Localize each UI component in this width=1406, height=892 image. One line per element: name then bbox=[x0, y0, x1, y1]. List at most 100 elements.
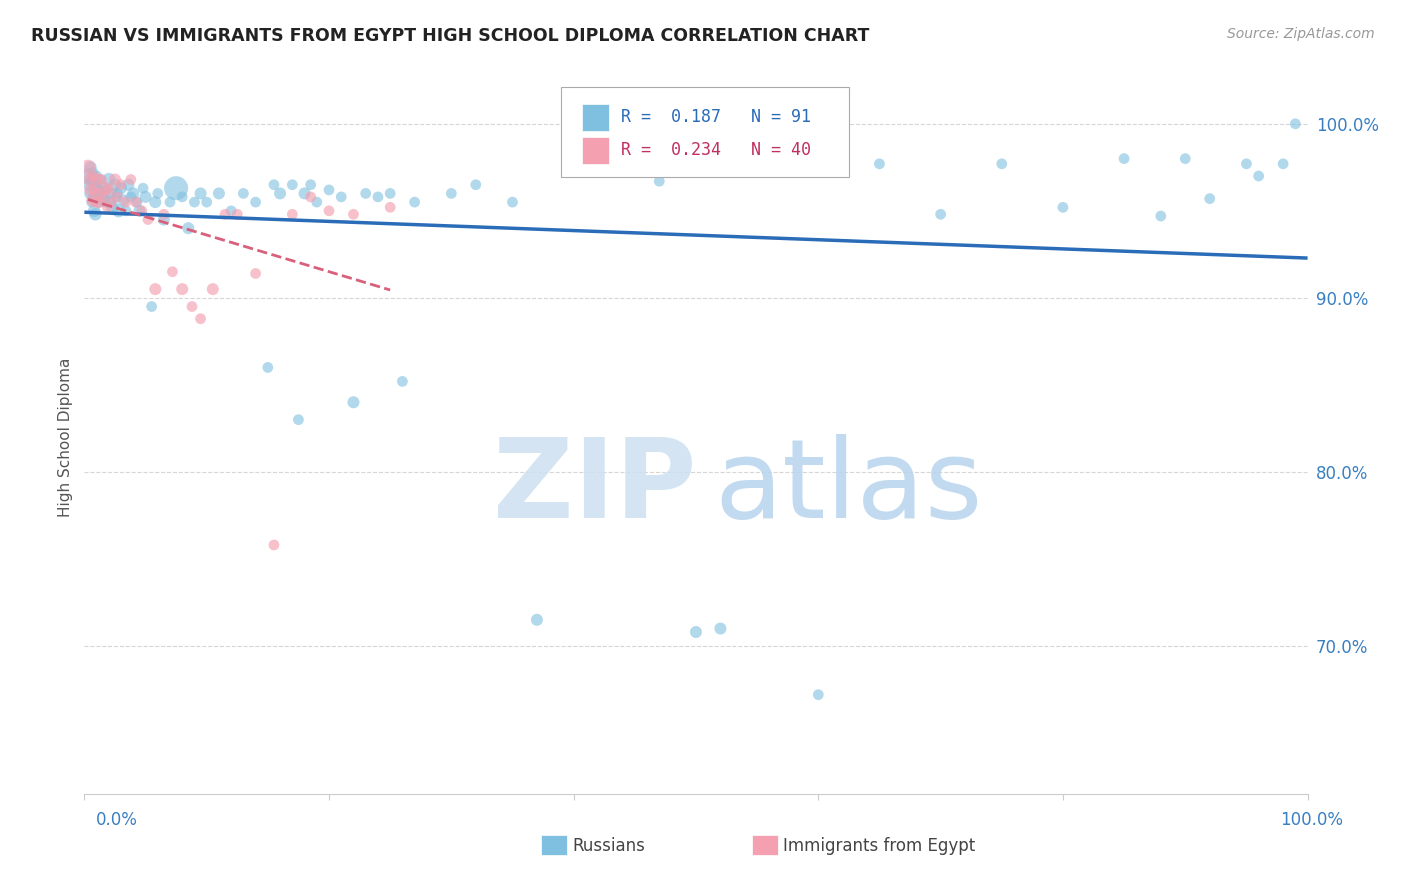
Point bbox=[869, 157, 891, 171]
Point bbox=[87, 195, 110, 210]
Point bbox=[79, 186, 101, 201]
Text: Russians: Russians bbox=[572, 837, 645, 855]
Point bbox=[172, 190, 194, 204]
Text: Immigrants from Egypt: Immigrants from Egypt bbox=[783, 837, 976, 855]
Point bbox=[97, 200, 120, 214]
Point bbox=[110, 178, 132, 192]
Point bbox=[93, 192, 115, 206]
Point bbox=[1247, 169, 1270, 183]
Point bbox=[232, 186, 254, 201]
Point bbox=[1174, 152, 1197, 166]
Point bbox=[120, 190, 142, 204]
Point bbox=[83, 176, 105, 190]
Point bbox=[97, 183, 120, 197]
Point bbox=[1114, 152, 1136, 166]
Point bbox=[1052, 200, 1074, 214]
Point bbox=[294, 186, 316, 201]
Point bbox=[305, 195, 328, 210]
Point bbox=[281, 207, 304, 221]
Point bbox=[132, 181, 155, 195]
Point bbox=[214, 207, 236, 221]
Point bbox=[991, 157, 1014, 171]
Bar bbox=[582, 136, 609, 163]
Point bbox=[86, 169, 108, 183]
Point bbox=[181, 300, 204, 314]
Point bbox=[107, 203, 129, 218]
Point bbox=[318, 203, 340, 218]
Point bbox=[502, 195, 524, 210]
Point bbox=[90, 172, 112, 186]
Point bbox=[84, 207, 107, 221]
Point bbox=[172, 282, 194, 296]
Point bbox=[391, 375, 413, 389]
Text: Source: ZipAtlas.com: Source: ZipAtlas.com bbox=[1227, 27, 1375, 41]
Point bbox=[94, 195, 117, 210]
Point bbox=[120, 172, 142, 186]
Point bbox=[80, 195, 103, 210]
Point bbox=[1272, 157, 1295, 171]
Text: atlas: atlas bbox=[714, 434, 983, 541]
Point bbox=[125, 195, 148, 210]
Point bbox=[117, 178, 139, 192]
Point bbox=[208, 186, 231, 201]
Point bbox=[77, 172, 100, 186]
Point bbox=[226, 207, 249, 221]
Point bbox=[299, 190, 322, 204]
Point bbox=[143, 195, 166, 210]
Point bbox=[104, 172, 127, 186]
Point bbox=[1150, 209, 1173, 223]
Point bbox=[1284, 117, 1306, 131]
Point bbox=[86, 190, 108, 204]
Point bbox=[526, 613, 548, 627]
Point bbox=[146, 186, 169, 201]
Point bbox=[77, 161, 100, 175]
Point bbox=[83, 203, 105, 218]
Point bbox=[122, 186, 145, 201]
Point bbox=[929, 207, 952, 221]
Point bbox=[177, 221, 200, 235]
Point bbox=[342, 207, 364, 221]
Point bbox=[80, 172, 103, 186]
Text: ZIP: ZIP bbox=[492, 434, 696, 541]
Point bbox=[87, 186, 110, 201]
Point bbox=[709, 622, 731, 636]
Point bbox=[135, 190, 157, 204]
Point bbox=[83, 183, 105, 197]
Point bbox=[128, 203, 150, 218]
Point bbox=[100, 186, 122, 201]
Point bbox=[287, 412, 309, 426]
Point bbox=[404, 195, 426, 210]
Point bbox=[159, 195, 181, 210]
Point bbox=[79, 183, 101, 197]
Point bbox=[79, 161, 101, 175]
Text: R =  0.234   N = 40: R = 0.234 N = 40 bbox=[621, 141, 811, 159]
Point bbox=[105, 190, 128, 204]
Point bbox=[100, 195, 122, 210]
Point bbox=[97, 172, 120, 186]
Point bbox=[91, 190, 114, 204]
Point bbox=[105, 190, 128, 204]
Point bbox=[195, 195, 218, 210]
Point bbox=[440, 186, 463, 201]
Point bbox=[807, 688, 830, 702]
Point bbox=[84, 195, 107, 210]
Point bbox=[101, 200, 124, 214]
Point bbox=[380, 186, 402, 201]
Point bbox=[263, 538, 285, 552]
Point bbox=[110, 181, 132, 195]
Point bbox=[367, 190, 389, 204]
Point bbox=[648, 174, 671, 188]
Point bbox=[105, 186, 128, 201]
Point bbox=[82, 169, 104, 183]
Text: 100.0%: 100.0% bbox=[1279, 811, 1343, 829]
Point bbox=[104, 178, 127, 192]
Point bbox=[464, 178, 486, 192]
Point bbox=[685, 625, 707, 640]
Point bbox=[136, 212, 159, 227]
Point bbox=[143, 282, 166, 296]
Point bbox=[354, 186, 377, 201]
Point bbox=[1198, 192, 1220, 206]
Point bbox=[190, 311, 212, 326]
Point bbox=[84, 179, 107, 194]
Point bbox=[219, 203, 242, 218]
